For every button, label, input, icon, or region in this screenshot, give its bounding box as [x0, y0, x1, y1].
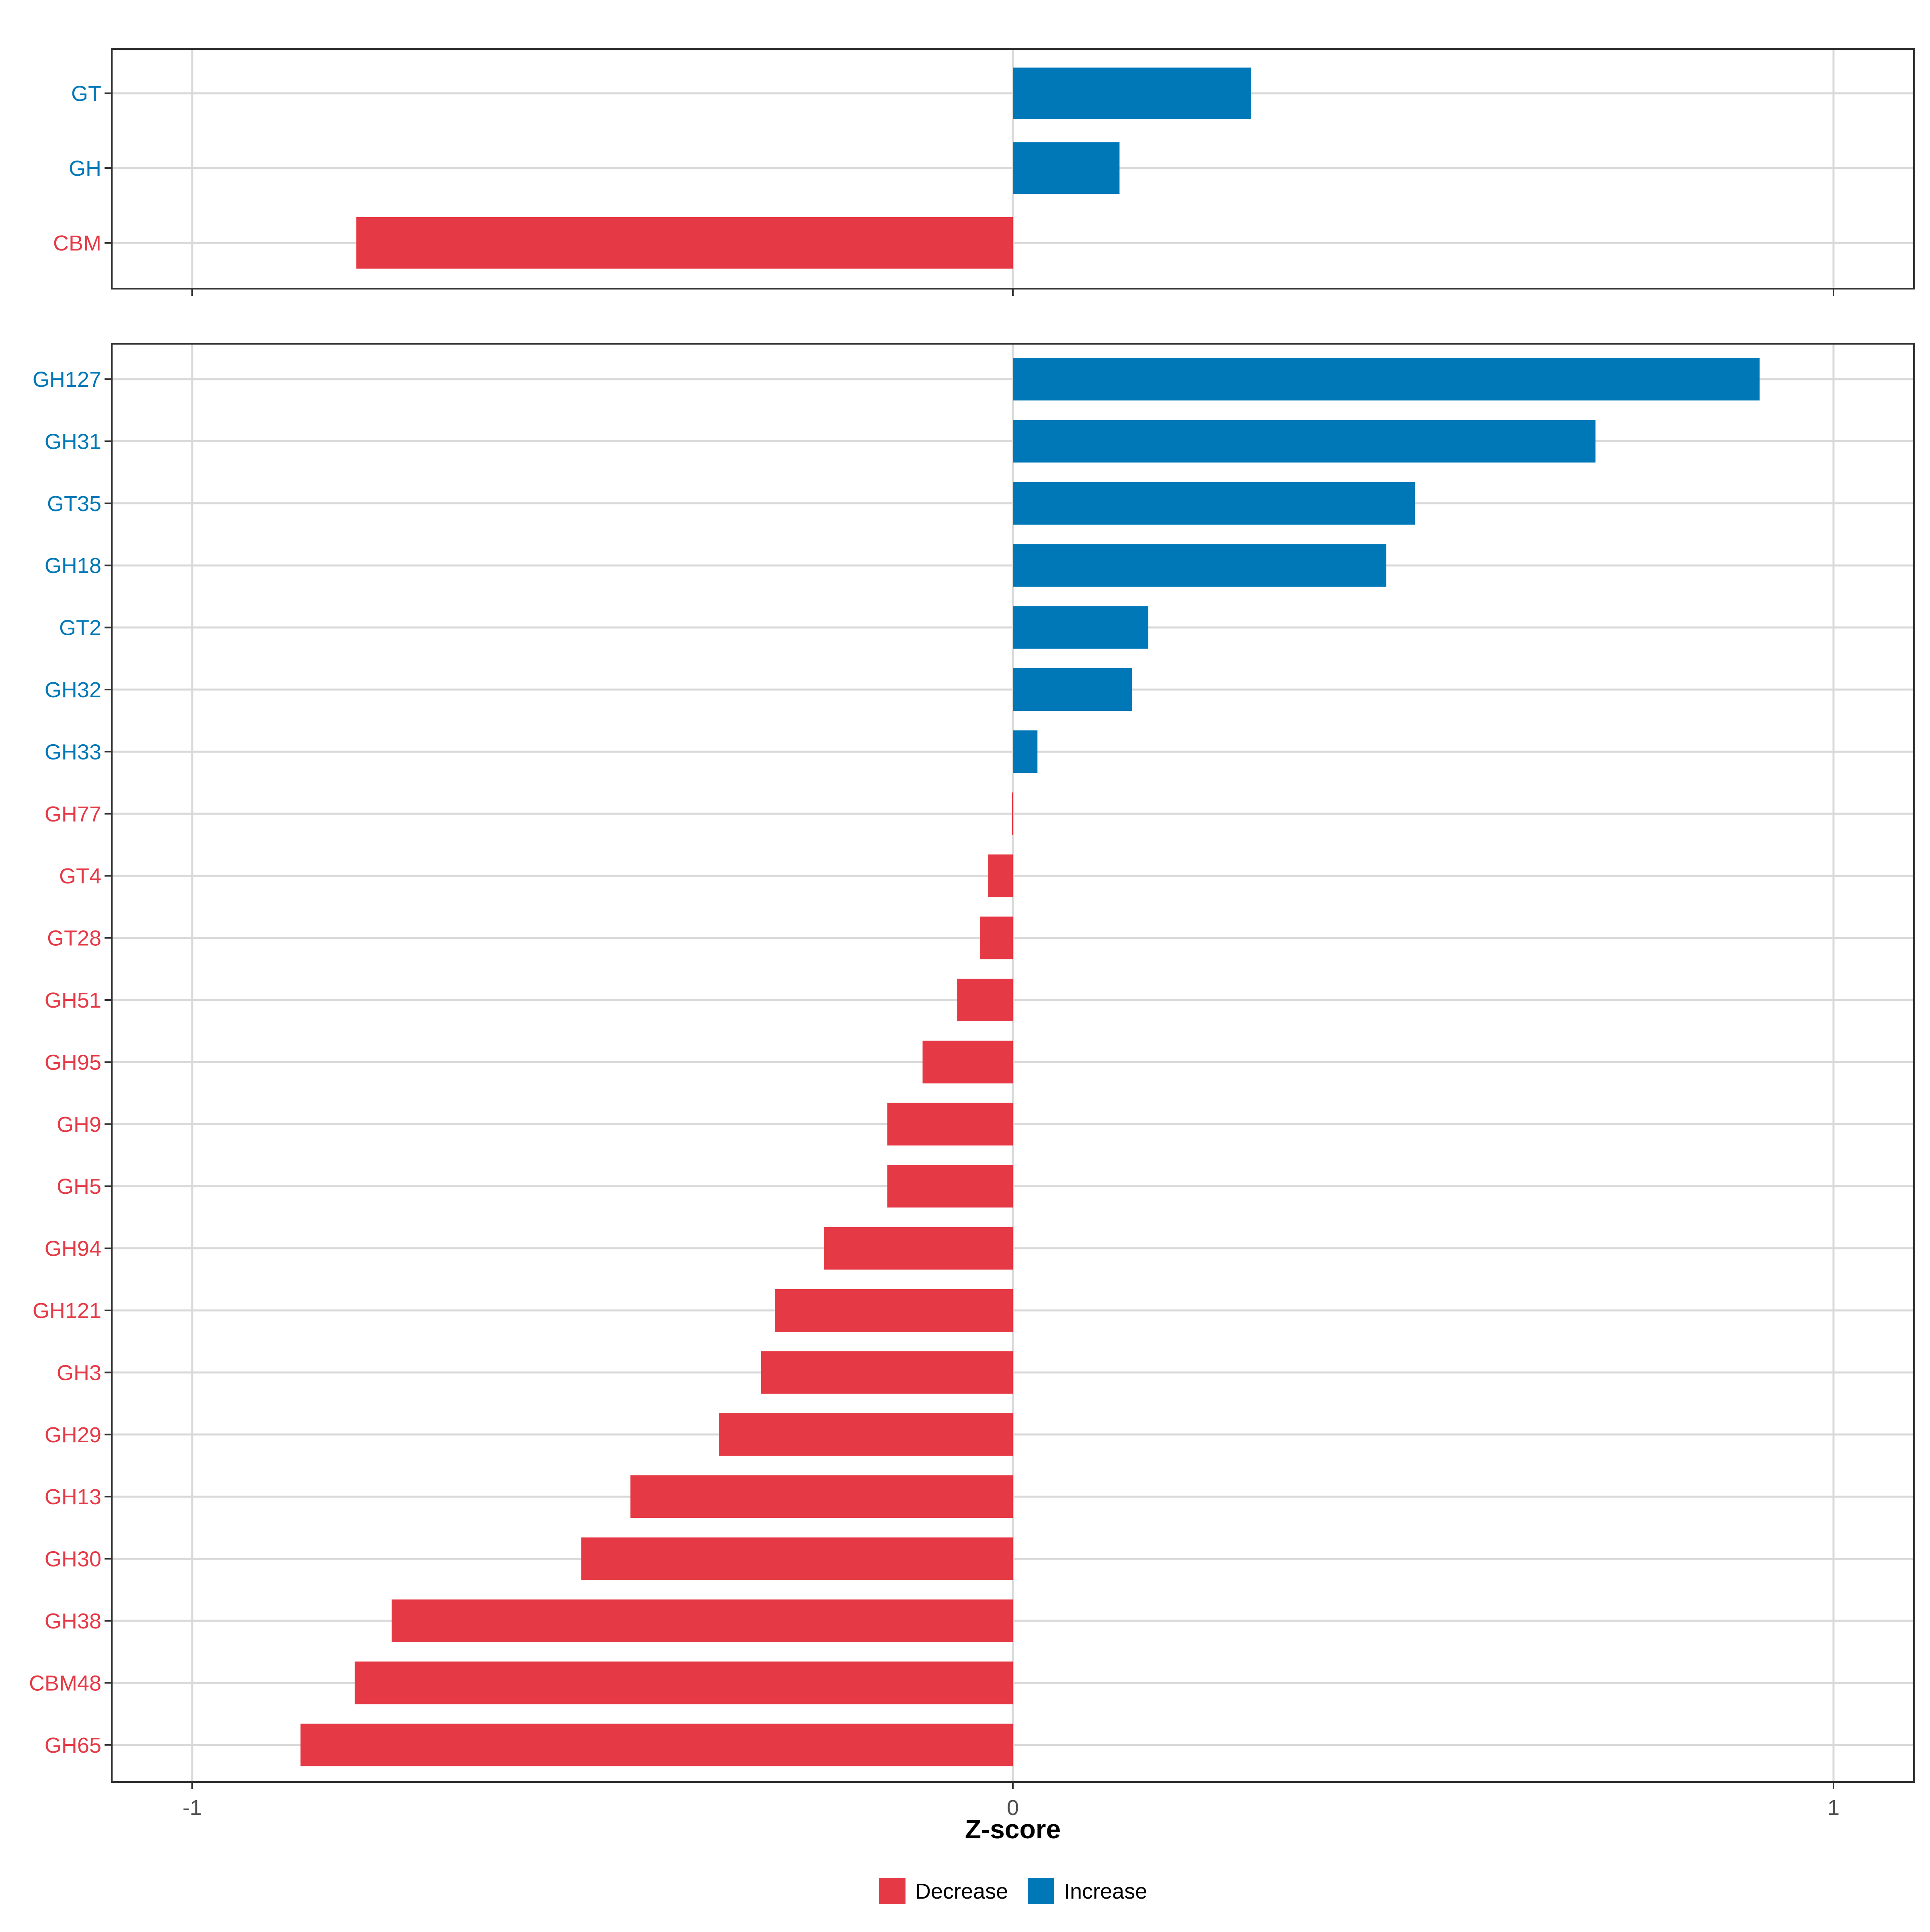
bar-gh9	[887, 1103, 1013, 1146]
bar-gh5	[887, 1165, 1013, 1208]
legend: Decrease Increase	[879, 1878, 1147, 1904]
y-tick-label: GH5	[57, 1174, 101, 1199]
bar-gh51	[957, 979, 1013, 1021]
bar-gt4	[988, 854, 1013, 897]
y-tick-label: GT4	[59, 864, 101, 888]
y-tick-label: GT28	[47, 926, 101, 951]
legend-key-increase	[1028, 1878, 1054, 1904]
legend-label-decrease: Decrease	[915, 1879, 1008, 1903]
legend-label-increase: Increase	[1064, 1879, 1147, 1903]
y-tick-label: GT	[71, 82, 101, 106]
bar-gh32	[1013, 668, 1132, 711]
y-tick-label: CBM48	[29, 1671, 101, 1695]
bar-gt28	[980, 916, 1013, 959]
y-tick-label: GH95	[45, 1050, 101, 1074]
y-tick-label: GH94	[45, 1237, 101, 1261]
top-panel: GT GH CBM	[53, 48, 1915, 296]
x-tick-label: -1	[183, 1796, 202, 1820]
bar-gh95	[922, 1041, 1013, 1084]
x-tick-label: 1	[1827, 1796, 1840, 1820]
y-tick-label: GH127	[33, 368, 101, 392]
bar-gh18	[1013, 544, 1386, 587]
bar-gh29	[719, 1413, 1013, 1456]
y-tick-label: GH31	[45, 429, 101, 454]
y-tick-label: GH77	[45, 802, 101, 826]
x-tick-label: 0	[1007, 1796, 1019, 1820]
bar-gh127	[1013, 358, 1760, 400]
x-axis-title: Z-score	[965, 1814, 1061, 1844]
y-tick-label: GT2	[59, 616, 101, 640]
bar-gh3	[761, 1351, 1013, 1394]
bar-gt2	[1013, 606, 1148, 649]
bar-gh33	[1013, 730, 1038, 773]
bar-gh77	[1012, 792, 1013, 835]
bar-gh65	[300, 1723, 1013, 1766]
bar-cbm48	[355, 1661, 1013, 1704]
y-tick-label: GH65	[45, 1733, 101, 1757]
y-tick-label: GH13	[45, 1485, 101, 1509]
y-tick-label: GT35	[47, 492, 101, 516]
y-tick-label: GH38	[45, 1609, 101, 1633]
y-tick-label: GH33	[45, 740, 101, 764]
y-tick-label: GH3	[57, 1361, 101, 1385]
y-tick-label: GH30	[45, 1547, 101, 1571]
bar-gh31	[1013, 420, 1596, 463]
bar-gt	[1013, 68, 1251, 119]
y-tick-label: GH51	[45, 988, 101, 1012]
bar-gh	[1013, 142, 1120, 194]
y-tick-label: GH121	[33, 1299, 101, 1323]
bar-gt35	[1013, 482, 1415, 525]
bar-gh94	[824, 1227, 1013, 1270]
bar-gh38	[391, 1599, 1013, 1642]
bar-cbm	[356, 217, 1013, 269]
bottom-panel: GH127GH31GT35GH18GT2GH32GH33GH77GT4GT28G…	[29, 343, 1915, 1820]
y-tick-label: GH32	[45, 678, 101, 702]
y-tick-label: GH9	[57, 1113, 101, 1137]
y-tick-label: CBM	[53, 231, 101, 255]
bar-gh13	[630, 1475, 1013, 1518]
y-tick-label: GH18	[45, 554, 101, 578]
legend-key-decrease	[879, 1878, 905, 1904]
bar-gh30	[581, 1537, 1013, 1580]
bar-gh121	[775, 1289, 1013, 1332]
y-tick-label: GH29	[45, 1423, 101, 1447]
y-tick-label: GH	[69, 156, 101, 181]
